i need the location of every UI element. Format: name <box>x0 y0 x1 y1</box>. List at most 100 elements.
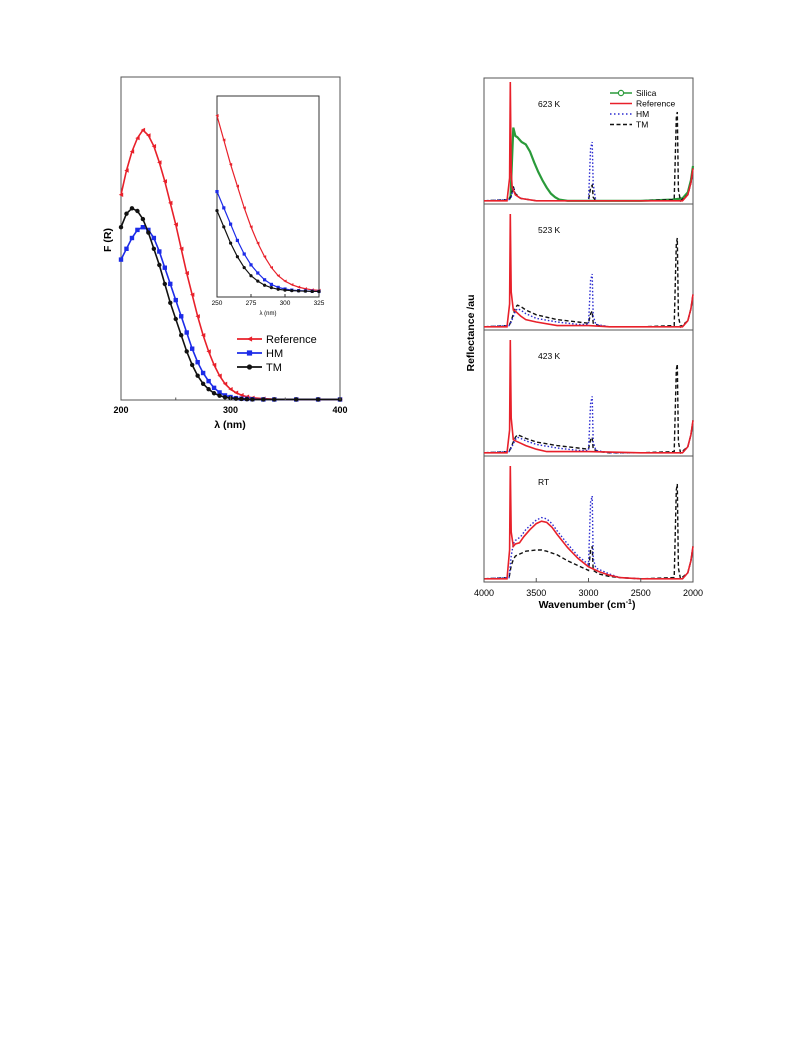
uv-vis-chart: 200 300 400 F (R) λ (nm) 250 275 300 325 λ (n… <box>102 76 348 431</box>
inset-data-point <box>215 189 219 194</box>
data-point <box>261 397 266 402</box>
data-point <box>118 257 124 262</box>
data-point <box>200 381 206 386</box>
data-point <box>151 144 157 149</box>
drift-panel-623-k: 623 K <box>483 77 695 205</box>
drift-panel-label: 423 K <box>538 351 561 361</box>
drift-x-tick-label: 3000 <box>578 588 598 598</box>
inset-data-point <box>290 289 294 293</box>
inset-data-point <box>310 289 314 294</box>
drift-panel-rt: RT <box>483 455 694 583</box>
inset-data-point <box>249 225 253 229</box>
inset-data-point <box>263 283 267 287</box>
data-point <box>140 225 146 230</box>
drift-panel-523-k: 523 K <box>483 203 694 331</box>
inset-data-point <box>242 265 246 270</box>
data-point <box>173 316 178 322</box>
data-point <box>135 135 140 141</box>
data-point <box>233 390 239 395</box>
drift-x-tick-label: 3500 <box>526 588 546 598</box>
data-point <box>129 235 135 241</box>
data-point <box>184 349 189 354</box>
inset-x-axis-label: λ (nm) <box>260 311 277 317</box>
drift-legend-label-hm: HM <box>636 109 649 119</box>
drift-panels-layer: 623 K 523 K 423 K RT <box>483 77 695 583</box>
data-point <box>228 387 233 392</box>
inset-data-point <box>242 252 246 256</box>
data-point <box>179 333 184 338</box>
data-point <box>162 179 167 184</box>
drift-panel-423-k: 423 K <box>483 329 694 457</box>
series-tm <box>118 206 343 402</box>
data-point <box>315 397 321 402</box>
data-point <box>195 360 200 365</box>
data-point <box>124 246 129 251</box>
legend-marker <box>246 336 253 342</box>
inset-data-point <box>276 287 280 291</box>
drift-panel-label: RT <box>538 477 549 487</box>
data-point <box>239 392 244 398</box>
legend-label-hm: HM <box>266 348 283 360</box>
drift-series-silica <box>508 127 695 202</box>
data-point <box>118 192 124 197</box>
data-point <box>217 373 222 378</box>
inset-series-layer <box>215 114 321 294</box>
inset-data-point <box>215 114 219 118</box>
drift-series-reference <box>484 213 694 328</box>
uv-vis-ticks-layer: 200 300 400 <box>113 396 348 415</box>
data-point <box>272 397 277 402</box>
data-point <box>168 200 173 206</box>
drift-x-tick-label: 4000 <box>474 588 494 598</box>
data-point <box>124 168 129 173</box>
data-point <box>206 349 211 354</box>
inset-data-point <box>222 206 226 210</box>
x-tick-label: 300 <box>223 405 238 415</box>
data-point <box>195 373 200 378</box>
inset-data-point <box>235 255 239 259</box>
data-point <box>168 281 173 287</box>
data-point <box>222 395 228 400</box>
drift-x-axis-label-close: ) <box>632 599 636 611</box>
drift-panel-label: 623 K <box>538 99 561 109</box>
drift-panel-frame <box>483 455 694 583</box>
data-point <box>195 314 200 319</box>
uv-vis-legend: Reference HM TM <box>237 334 317 374</box>
inset-data-point <box>303 289 307 293</box>
inset-data-point <box>256 279 260 283</box>
drift-series-tm <box>483 483 694 581</box>
data-point <box>294 397 299 402</box>
data-point <box>173 297 178 303</box>
drift-x-tick-label: 2000 <box>683 588 703 598</box>
inset-data-point <box>290 283 294 287</box>
inset-data-point <box>276 285 280 289</box>
data-point <box>179 314 184 319</box>
data-point <box>157 262 162 268</box>
drift-panel-frame <box>483 77 694 205</box>
drift-legend-label-tm: TM <box>636 120 648 130</box>
data-point <box>200 333 206 338</box>
inset-plot-frame <box>216 95 320 298</box>
drift-x-tick-label: 2500 <box>631 588 651 598</box>
uv-vis-y-axis-label: F (R) <box>102 228 114 252</box>
legend-marker <box>246 350 253 356</box>
inset-x-tick-label: 250 <box>212 300 223 307</box>
legend-marker <box>246 364 253 370</box>
inset-series-reference <box>215 114 321 292</box>
data-point <box>211 362 217 368</box>
inset-data-point <box>283 288 287 292</box>
drift-x-axis-label: Wavenumber (cm-1) <box>539 599 636 611</box>
inset-data-point <box>297 289 301 293</box>
inset-data-point <box>256 241 260 245</box>
data-point <box>179 246 184 251</box>
data-point <box>162 265 167 270</box>
inset-x-tick-label: 325 <box>314 300 325 307</box>
data-point <box>151 235 157 241</box>
inset-data-point <box>263 255 267 259</box>
inset-ticks-layer: 250 275 300 325 <box>212 294 325 307</box>
data-point <box>162 281 167 287</box>
inset-data-point <box>222 138 226 142</box>
data-point <box>173 222 178 227</box>
x-tick-label: 400 <box>332 405 347 415</box>
data-point <box>250 397 255 402</box>
